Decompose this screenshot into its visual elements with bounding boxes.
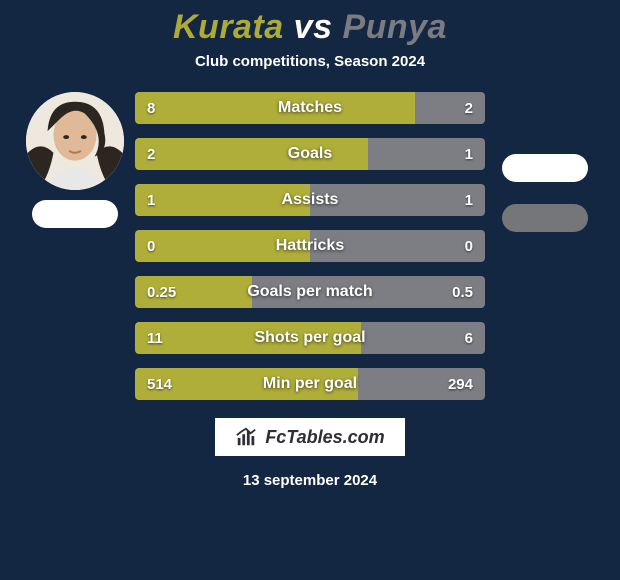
comparison-card: Kurata vs Punya Club competitions, Seaso… <box>0 0 620 580</box>
stat-label: Hattricks <box>135 230 485 262</box>
stat-bar: 21Goals <box>135 138 485 170</box>
stat-bar: 00Hattricks <box>135 230 485 262</box>
stat-bar: 0.250.5Goals per match <box>135 276 485 308</box>
title-player2: Punya <box>342 8 447 46</box>
brand-logo: FcTables.com <box>215 418 404 456</box>
player2-side <box>485 92 605 232</box>
stat-label: Matches <box>135 92 485 124</box>
player1-avatar-image <box>26 92 124 190</box>
stats-bars: 82Matches 21Goals 11Assists 00Hattricks 0.25… <box>135 92 485 400</box>
stat-label: Goals per match <box>135 276 485 308</box>
stat-bar: 82Matches <box>135 92 485 124</box>
player1-side <box>15 92 135 228</box>
stat-label: Shots per goal <box>135 322 485 354</box>
brand-text: FcTables.com <box>265 427 384 448</box>
player2-badge-1 <box>502 154 588 182</box>
player1-team-badge <box>32 200 118 228</box>
footer-date: 13 september 2024 <box>243 472 377 489</box>
stat-label: Assists <box>135 184 485 216</box>
player2-badge-2 <box>502 204 588 232</box>
body-row: 82Matches 21Goals 11Assists 00Hattricks 0.25… <box>0 92 620 400</box>
player2-avatar-placeholder <box>496 92 594 144</box>
stat-bar: 11Assists <box>135 184 485 216</box>
player1-avatar <box>26 92 124 190</box>
stat-bar: 116Shots per goal <box>135 322 485 354</box>
stat-bar: 514294Min per goal <box>135 368 485 400</box>
stat-label: Goals <box>135 138 485 170</box>
title: Kurata vs Punya <box>173 8 447 47</box>
subtitle: Club competitions, Season 2024 <box>195 53 425 70</box>
stat-label: Min per goal <box>135 368 485 400</box>
title-vs: vs <box>294 8 333 46</box>
title-player1: Kurata <box>173 8 284 46</box>
chart-icon <box>235 426 257 448</box>
